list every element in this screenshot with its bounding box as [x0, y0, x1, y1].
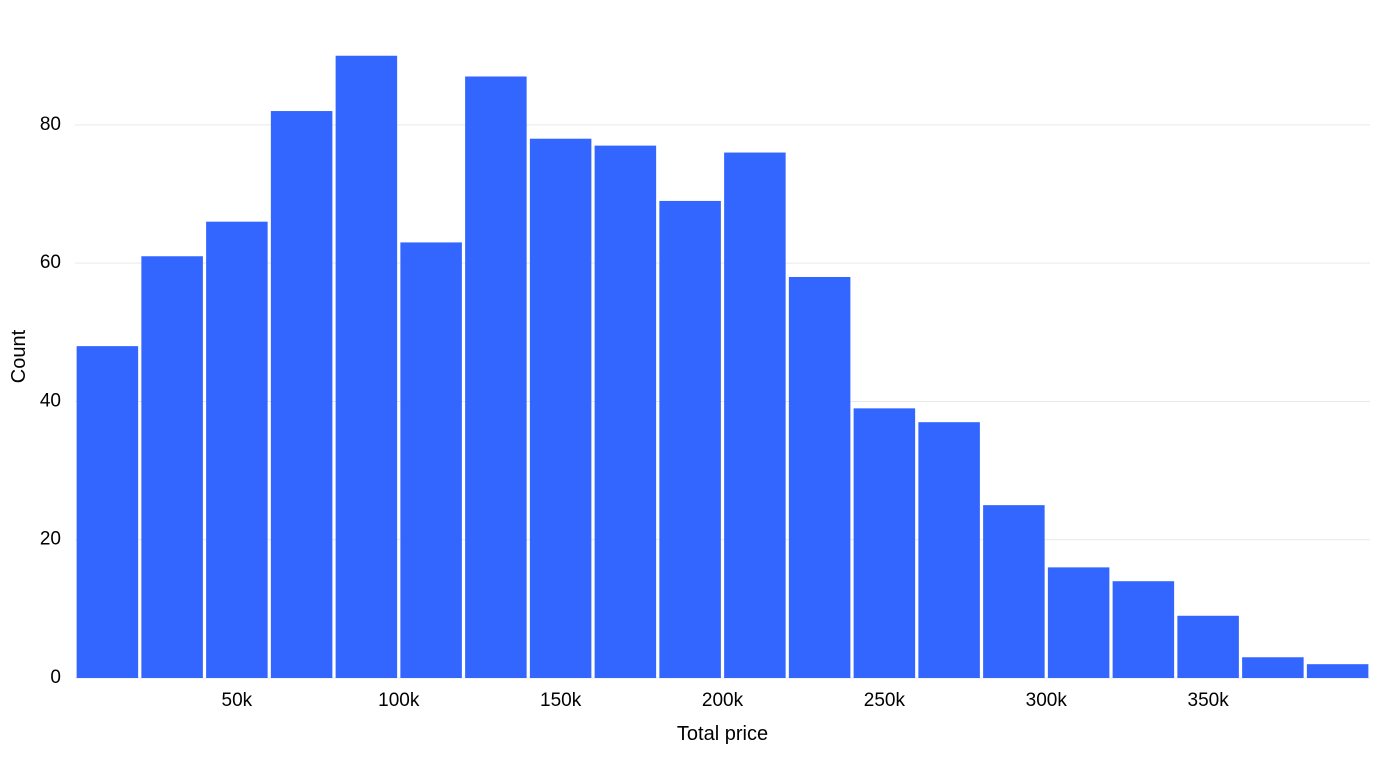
- x-tick-label: 200k: [702, 690, 744, 711]
- y-tick-label: 0: [50, 667, 61, 688]
- histogram-bar: [595, 146, 657, 678]
- histogram-bar: [1177, 616, 1239, 678]
- histogram-bar: [206, 222, 268, 678]
- x-axis-label: Total price: [677, 723, 768, 745]
- x-tick-label: 250k: [864, 690, 906, 711]
- y-tick-label: 40: [40, 390, 61, 411]
- histogram-bar: [789, 277, 851, 678]
- x-tick-label: 300k: [1026, 690, 1068, 711]
- histogram-bar: [465, 76, 527, 678]
- histogram-bar: [141, 256, 203, 678]
- histogram-chart: 0 20 40 60 80 50k 100k 150k 200k 250k 300k 350k Tota…: [0, 0, 1400, 758]
- y-axis-label: Count: [8, 329, 30, 383]
- histogram-bar: [77, 346, 139, 678]
- histogram-bar: [1242, 657, 1304, 678]
- histogram-bar: [854, 408, 916, 678]
- histogram-bar: [1113, 581, 1175, 678]
- histogram-bar: [1307, 664, 1369, 678]
- x-tick-label: 50k: [222, 690, 253, 711]
- histogram-bar: [336, 56, 398, 678]
- histogram-bar: [1048, 567, 1110, 678]
- histogram-bar: [724, 153, 786, 678]
- y-tick-label: 60: [40, 252, 61, 273]
- x-tick-label: 100k: [378, 690, 420, 711]
- y-tick-label: 20: [40, 529, 61, 550]
- histogram-bar: [918, 422, 980, 678]
- histogram-bar: [659, 201, 721, 678]
- histogram-bar: [400, 242, 462, 678]
- histogram-bar: [530, 139, 592, 678]
- y-tick-label: 80: [40, 114, 61, 135]
- histogram-bar: [271, 111, 333, 678]
- x-tick-label: 150k: [540, 690, 582, 711]
- x-tick-label: 350k: [1188, 690, 1230, 711]
- histogram-bar: [983, 505, 1045, 678]
- chart-svg: 0 20 40 60 80 50k 100k 150k 200k 250k 300k 350k Tota…: [0, 0, 1400, 758]
